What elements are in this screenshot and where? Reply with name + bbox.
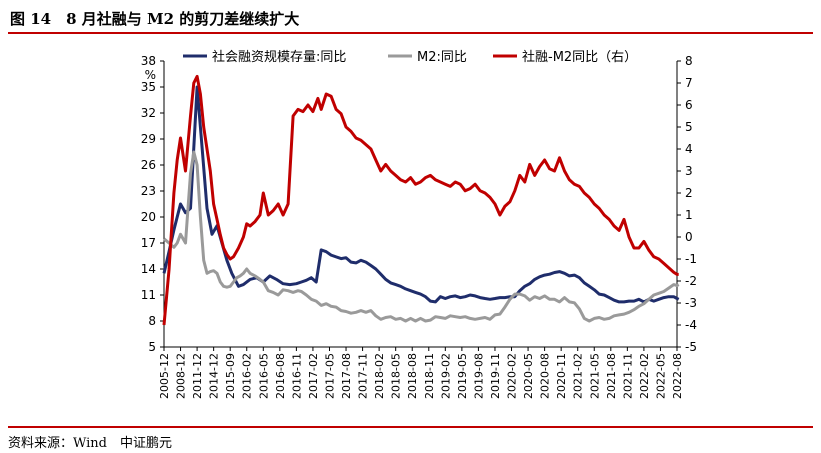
x-tick-label: 2018-11 bbox=[423, 353, 436, 399]
series-m2-yoy bbox=[163, 150, 680, 323]
x-tick-label: 2018-08 bbox=[406, 353, 419, 399]
x-tick-label: 2022-08 bbox=[671, 353, 684, 399]
left-tick-label: 20 bbox=[141, 210, 156, 224]
right-tick-label: 5 bbox=[685, 120, 693, 134]
x-tick-label: 2008-12 bbox=[175, 353, 188, 399]
legend-label: M2:同比 bbox=[417, 50, 467, 65]
x-tick-label: 2015-09 bbox=[224, 353, 237, 399]
right-tick-label: -1 bbox=[685, 252, 697, 266]
x-tick-label: 2016-08 bbox=[274, 353, 287, 399]
series-layer bbox=[162, 74, 680, 326]
x-tick-label: 2016-11 bbox=[290, 353, 303, 399]
series-spread bbox=[162, 74, 679, 326]
x-tick-label: 2017-02 bbox=[307, 353, 320, 399]
x-tick-label: 2019-11 bbox=[489, 353, 502, 399]
series-tsf-yoy bbox=[162, 85, 680, 304]
right-tick-label: 6 bbox=[685, 98, 693, 112]
figure-header: 图 14 8 月社融与 M2 的剪刀差继续扩大 bbox=[8, 6, 813, 34]
x-tick-label: 2017-11 bbox=[357, 353, 370, 399]
chart: 5811141720232629323538%-5-4-3-2-10123456… bbox=[141, 49, 697, 399]
left-tick-label: 38 bbox=[141, 54, 156, 68]
x-tick-label: 2018-02 bbox=[373, 353, 386, 399]
figure-title: 图 14 8 月社融与 M2 的剪刀差继续扩大 bbox=[10, 10, 300, 28]
x-tick-label: 2016-05 bbox=[257, 353, 270, 399]
x-tick-label: 2011-12 bbox=[191, 353, 204, 399]
x-tick-label: 2019-05 bbox=[456, 353, 469, 399]
x-tick-label: 2020-02 bbox=[506, 353, 519, 399]
axes-layer: 5811141720232629323538%-5-4-3-2-10123456… bbox=[141, 54, 697, 399]
right-tick-label: 1 bbox=[685, 208, 693, 222]
x-tick-label: 2020-05 bbox=[522, 353, 535, 399]
x-tick-label: 2020-08 bbox=[539, 353, 552, 399]
left-tick-label: 17 bbox=[141, 236, 156, 250]
right-tick-label: -2 bbox=[685, 274, 697, 288]
legend-label: 社会融资规模存量:同比 bbox=[212, 49, 346, 65]
legend-label: 社融-M2同比（右） bbox=[522, 49, 637, 65]
x-tick-label: 2020-11 bbox=[555, 353, 568, 399]
x-tick-label: 2022-02 bbox=[638, 353, 651, 399]
x-tick-label: 2017-08 bbox=[340, 353, 353, 399]
x-tick-label: 2018-05 bbox=[390, 353, 403, 399]
legend: 社会融资规模存量:同比 M2:同比 社融-M2同比（右） bbox=[183, 49, 637, 65]
left-tick-label: 35 bbox=[141, 80, 156, 94]
right-tick-label: -3 bbox=[685, 296, 697, 310]
right-tick-label: 4 bbox=[685, 142, 693, 156]
x-tick-label: 2017-05 bbox=[323, 353, 336, 399]
x-tick-label: 2019-02 bbox=[439, 353, 452, 399]
figure-source: 资料来源：Wind 中证鹏元 bbox=[8, 426, 813, 451]
left-tick-label: 29 bbox=[141, 132, 156, 146]
left-tick-label: 26 bbox=[141, 158, 156, 172]
left-tick-label: 23 bbox=[141, 184, 156, 198]
left-tick-label: 11 bbox=[141, 288, 156, 302]
x-tick-label: 2021-11 bbox=[621, 353, 634, 399]
x-tick-label: 2014-12 bbox=[208, 353, 221, 399]
x-tick-label: 2019-08 bbox=[472, 353, 485, 399]
right-tick-label: -4 bbox=[685, 318, 697, 332]
left-tick-label: 5 bbox=[148, 340, 156, 354]
left-axis-unit: % bbox=[145, 68, 156, 82]
right-tick-label: 8 bbox=[685, 54, 693, 68]
x-tick-label: 2021-08 bbox=[605, 353, 618, 399]
right-tick-label: 3 bbox=[685, 164, 693, 178]
x-tick-label: 2021-02 bbox=[572, 353, 585, 399]
x-tick-label: 2021-05 bbox=[588, 353, 601, 399]
right-tick-label: 7 bbox=[685, 76, 693, 90]
left-tick-label: 32 bbox=[141, 106, 156, 120]
right-tick-label: 2 bbox=[685, 186, 693, 200]
right-tick-label: 0 bbox=[685, 230, 693, 244]
x-tick-label: 2005-12 bbox=[158, 353, 171, 399]
x-tick-label: 2016-02 bbox=[241, 353, 254, 399]
left-tick-label: 8 bbox=[148, 314, 156, 328]
right-tick-label: -5 bbox=[685, 340, 697, 354]
x-tick-label: 2022-05 bbox=[654, 353, 667, 399]
left-tick-label: 14 bbox=[141, 262, 156, 276]
